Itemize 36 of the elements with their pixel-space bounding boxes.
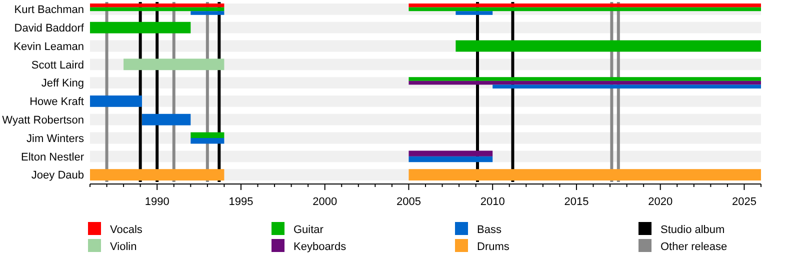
y-tick-label: Howe Kraft — [30, 96, 84, 108]
legend-label: Other release — [660, 240, 728, 253]
y-tick-label: Wyatt Robertson — [2, 114, 84, 126]
x-tick-label: 1990 — [144, 196, 170, 208]
bar — [190, 138, 224, 144]
x-tick-label: 2000 — [312, 196, 338, 208]
y-tick-label: Kevin Leaman — [14, 40, 84, 53]
y-tick-label: Elton Nestler — [21, 151, 84, 164]
bar — [408, 3, 761, 8]
bar — [124, 58, 224, 70]
legend-label: Keyboards — [294, 240, 347, 253]
legend-label: Guitar — [294, 224, 324, 236]
bar — [408, 7, 761, 12]
x-tick-label: 2005 — [396, 196, 421, 208]
legend-label: Drums — [477, 240, 510, 253]
y-tick-label: Joey Daub — [31, 170, 84, 182]
bar — [90, 3, 224, 8]
legend-label: Vocals — [110, 224, 143, 236]
x-tick-label: 2010 — [480, 196, 505, 208]
bar — [190, 132, 224, 138]
y-tick-label: Kurt Bachman — [14, 4, 84, 16]
bar — [90, 7, 224, 12]
y-tick-label: Jim Winters — [26, 132, 84, 145]
legend-label: Studio album — [660, 224, 725, 236]
legend-label: Bass — [477, 224, 502, 236]
x-tick-label: 2020 — [648, 196, 673, 208]
x-tick-label: 1995 — [228, 196, 254, 208]
y-tick-label: Jeff King — [41, 78, 84, 90]
bar — [408, 150, 493, 156]
bar — [408, 156, 493, 162]
y-tick-label: Scott Laird — [31, 59, 84, 72]
legend-label: Violin — [110, 240, 137, 253]
x-tick-label: 2015 — [564, 196, 589, 208]
bar — [456, 11, 493, 15]
x-tick-label: 2025 — [732, 196, 756, 208]
y-tick-label: David Baddorf — [14, 22, 85, 34]
